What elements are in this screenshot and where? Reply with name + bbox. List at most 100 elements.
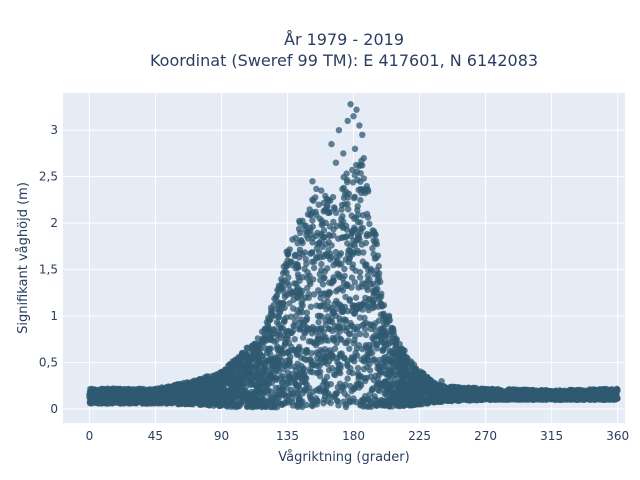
data-point bbox=[313, 185, 320, 193]
data-point bbox=[307, 250, 314, 257]
data-point bbox=[294, 262, 301, 269]
data-point bbox=[342, 256, 349, 263]
data-point bbox=[356, 268, 364, 276]
data-point bbox=[328, 242, 335, 249]
data-point bbox=[320, 208, 327, 215]
data-point bbox=[335, 402, 342, 409]
data-point bbox=[297, 325, 304, 332]
data-point bbox=[362, 377, 369, 385]
data-point bbox=[357, 196, 364, 204]
data-point bbox=[346, 368, 353, 376]
data-point bbox=[290, 322, 297, 330]
data-point bbox=[351, 353, 358, 361]
data-point bbox=[300, 373, 307, 381]
data-point bbox=[362, 280, 369, 287]
data-point bbox=[348, 387, 355, 395]
data-point bbox=[275, 362, 282, 370]
data-point bbox=[252, 372, 259, 379]
data-point bbox=[324, 298, 331, 306]
data-point bbox=[345, 190, 353, 198]
data-point bbox=[230, 402, 237, 409]
data-point bbox=[278, 285, 285, 292]
data-point bbox=[309, 223, 316, 230]
data-point bbox=[327, 256, 334, 263]
data-point bbox=[303, 260, 310, 267]
data-point bbox=[310, 264, 318, 272]
data-point bbox=[270, 326, 278, 333]
data-point bbox=[423, 388, 430, 395]
data-point bbox=[407, 382, 415, 389]
chart-title-line-1: År 1979 - 2019 bbox=[284, 30, 404, 49]
data-point bbox=[261, 362, 269, 369]
data-point bbox=[281, 268, 288, 275]
data-point bbox=[324, 397, 332, 405]
chart-title-line-2: Koordinat (Sweref 99 TM): E 417601, N 61… bbox=[150, 51, 538, 70]
data-point bbox=[367, 398, 374, 405]
data-point bbox=[348, 284, 355, 291]
data-point bbox=[292, 234, 299, 242]
data-point bbox=[265, 380, 272, 387]
data-point bbox=[349, 302, 356, 309]
data-point bbox=[254, 354, 261, 361]
data-point bbox=[363, 301, 370, 309]
data-point bbox=[307, 303, 315, 310]
data-point bbox=[261, 329, 268, 336]
data-point bbox=[351, 279, 358, 286]
data-point bbox=[380, 345, 387, 352]
data-point bbox=[290, 375, 298, 383]
data-point bbox=[313, 302, 320, 309]
data-point bbox=[286, 363, 293, 370]
data-point bbox=[299, 297, 306, 304]
data-point bbox=[316, 312, 323, 319]
data-point bbox=[269, 362, 277, 370]
data-point bbox=[329, 327, 336, 335]
data-point bbox=[296, 386, 304, 393]
data-point bbox=[366, 220, 373, 228]
data-point bbox=[317, 325, 324, 332]
data-point bbox=[284, 349, 291, 356]
data-point bbox=[352, 294, 360, 301]
data-point bbox=[286, 300, 293, 307]
data-point bbox=[360, 249, 367, 256]
data-point bbox=[308, 258, 316, 265]
data-point bbox=[260, 370, 267, 377]
data-point bbox=[284, 250, 292, 257]
data-point bbox=[327, 381, 334, 388]
data-point bbox=[351, 193, 358, 200]
data-point bbox=[285, 282, 292, 289]
data-point bbox=[343, 233, 350, 240]
data-point bbox=[316, 373, 324, 380]
data-point bbox=[301, 265, 308, 272]
data-point bbox=[330, 274, 337, 281]
data-point bbox=[341, 390, 348, 397]
data-point bbox=[332, 391, 339, 399]
data-point bbox=[172, 398, 179, 405]
data-point bbox=[337, 221, 345, 228]
data-point bbox=[178, 393, 185, 400]
data-point bbox=[337, 301, 344, 309]
data-point bbox=[276, 305, 283, 312]
data-point bbox=[306, 206, 313, 213]
data-point bbox=[336, 323, 343, 331]
data-point bbox=[246, 397, 253, 405]
data-point bbox=[370, 237, 377, 244]
data-point bbox=[318, 348, 326, 355]
data-point bbox=[325, 247, 332, 254]
data-point bbox=[318, 217, 325, 224]
data-point bbox=[359, 345, 366, 353]
data-point bbox=[377, 300, 384, 307]
data-point bbox=[223, 367, 231, 374]
data-point bbox=[272, 397, 280, 405]
data-point bbox=[328, 280, 335, 287]
data-point bbox=[267, 345, 274, 352]
data-point bbox=[369, 245, 376, 252]
data-point bbox=[388, 398, 396, 405]
data-point bbox=[355, 370, 362, 377]
data-point bbox=[295, 225, 303, 233]
data-point bbox=[259, 352, 266, 360]
data-point bbox=[271, 370, 278, 377]
data-point bbox=[349, 398, 356, 405]
data-point bbox=[314, 229, 321, 237]
data-point bbox=[252, 381, 260, 388]
data-point bbox=[339, 287, 347, 294]
